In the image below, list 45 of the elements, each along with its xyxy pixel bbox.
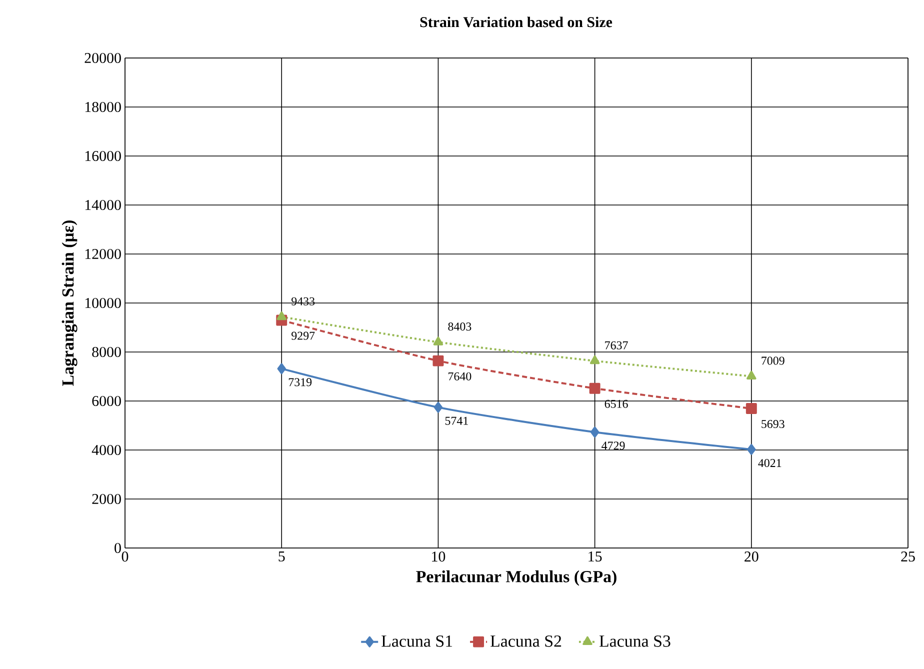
y-tick-label: 14000 [85,200,121,210]
y-tick-label: 0 [114,542,121,554]
point [747,444,756,455]
y-tick-label: 18000 [85,102,121,112]
chart-title: Strain Variation based on Size [420,16,612,28]
data-label: 7009 [762,356,784,365]
data-label: 9297 [292,332,315,340]
y-axis-title: Lagrangian Strain (με) [62,220,78,386]
point [590,426,600,438]
data-label: 5741 [445,416,468,425]
point [434,402,443,413]
data-label: 5693 [762,420,784,428]
y-tick-label: 8000 [92,346,121,358]
y-tick-label: 10000 [85,298,121,308]
point [746,370,756,380]
data-label: 8403 [448,322,472,331]
data-label: 6516 [604,400,628,408]
point [433,336,444,346]
point [276,311,286,320]
x-tick-label: 10 [432,552,446,562]
legend-label: Lacuna S1 [382,635,452,647]
x-tick-label: 5 [278,552,285,562]
x-tick-label: 0 [122,552,128,562]
x-tick-label: 15 [588,552,602,562]
y-tick-label: 6000 [92,396,121,406]
x-axis-title: Perilacunar Modulus (GPa) [416,570,616,586]
y-tick-label: 2000 [92,494,121,504]
point [589,382,600,394]
point [432,355,444,366]
y-tick-label: 4000 [92,444,121,456]
y-tick-label: 16000 [85,150,121,162]
point [590,355,600,364]
data-label: 4729 [602,442,625,450]
legend-label: Lacuna S2 [490,635,562,647]
point [277,363,286,374]
data-label: 7637 [605,341,628,350]
y-tick-label: 20000 [84,52,121,64]
x-tick-label: 25 [901,552,915,562]
data-label: 7319 [288,378,312,386]
point [746,403,757,414]
data-label: 7640 [448,372,472,380]
x-tick-label: 20 [744,552,758,562]
data-label: 4021 [758,458,782,468]
y-tick-label: 12000 [85,248,121,260]
legend-label: Lacuna S3 [599,635,670,647]
